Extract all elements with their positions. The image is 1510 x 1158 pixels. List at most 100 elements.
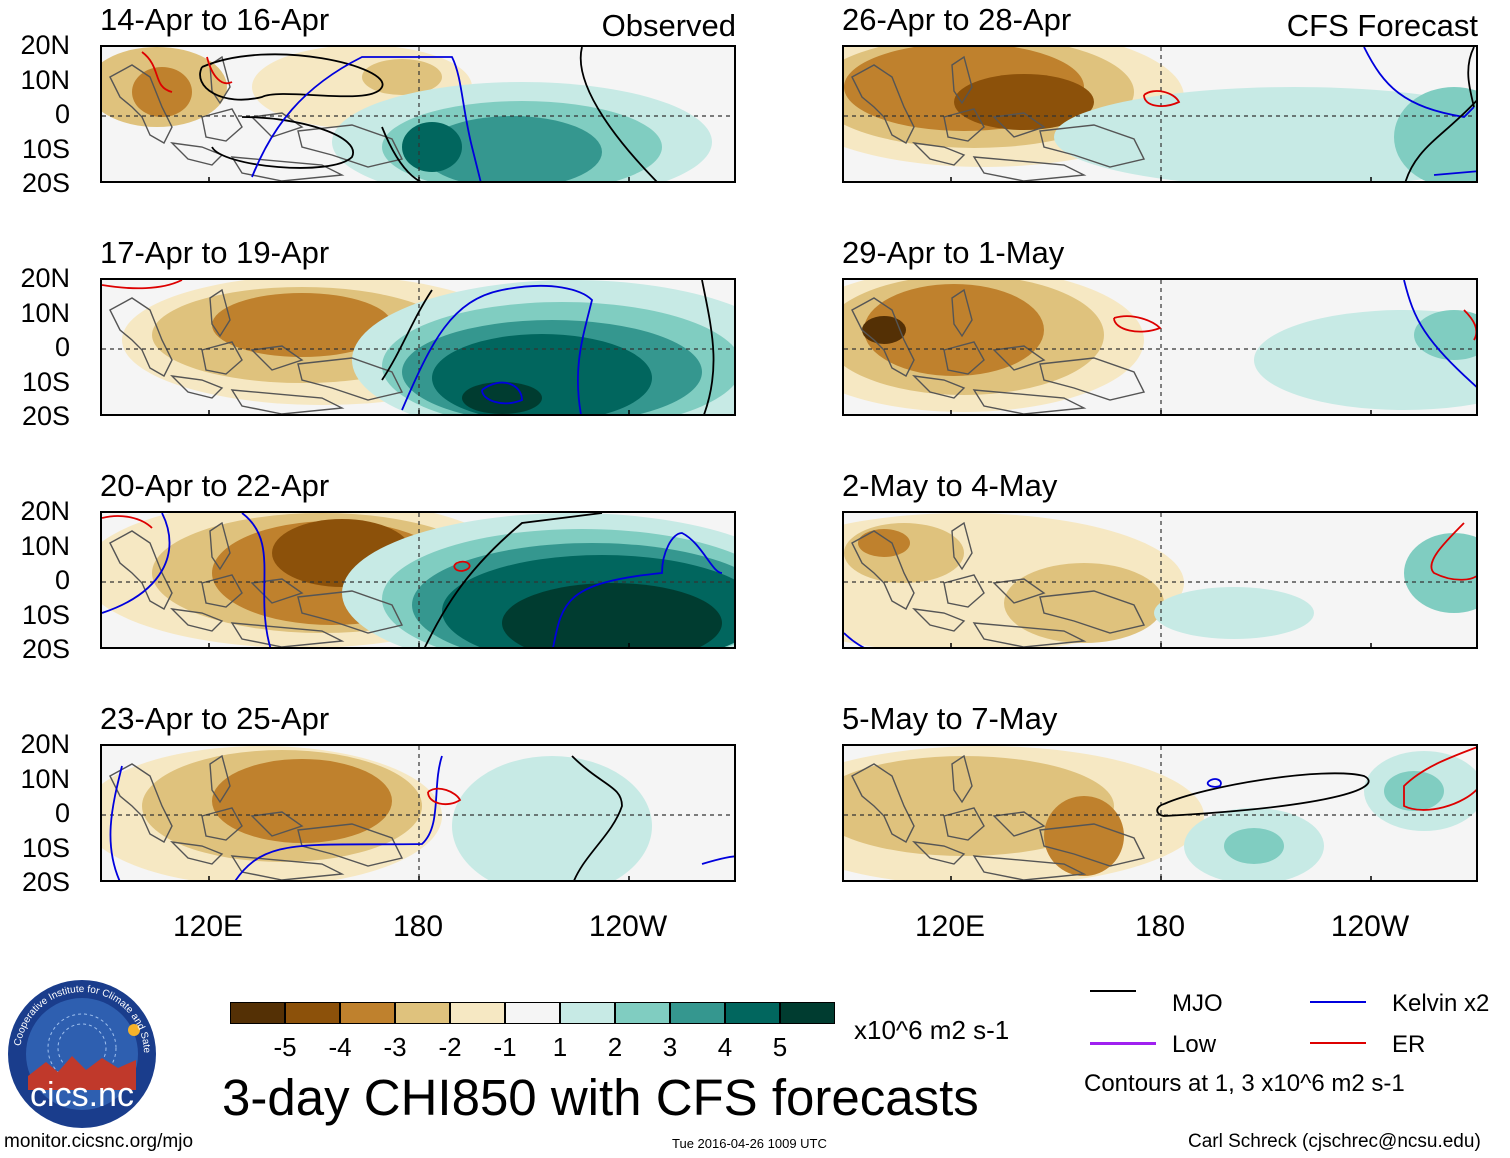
panel-title-right-3: 2-May to 4-May bbox=[842, 468, 1058, 503]
xlabel-right-120w: 120W bbox=[1330, 910, 1410, 943]
coastline-5 bbox=[297, 357, 404, 401]
coastline-7 bbox=[209, 55, 231, 105]
contour-line-1 bbox=[1156, 772, 1370, 817]
contour-line-2 bbox=[1113, 315, 1162, 333]
coastline-5 bbox=[297, 823, 404, 867]
ylabel-row2-3: 0 bbox=[54, 332, 70, 362]
ylabel-row1-1: 20N bbox=[20, 30, 70, 60]
coastline-7 bbox=[209, 754, 231, 804]
contour-line-4 bbox=[552, 532, 723, 647]
contour-line-2 bbox=[211, 116, 354, 169]
coastline-5 bbox=[1039, 124, 1146, 168]
coastline-7 bbox=[951, 754, 973, 804]
xlabel-left-180: 180 bbox=[392, 910, 444, 943]
anomaly-shading-4 bbox=[862, 316, 906, 344]
coastline-1 bbox=[109, 297, 173, 377]
ylabel-row3-2: 10N bbox=[20, 530, 70, 561]
observed-label: Observed bbox=[601, 8, 736, 43]
legend-kelvin-line bbox=[1310, 1001, 1366, 1003]
ylabel-row1-4: 10S bbox=[21, 133, 70, 164]
coastline-7 bbox=[209, 288, 231, 338]
contour-line-2 bbox=[109, 765, 123, 880]
xlabel-left-120w: 120W bbox=[588, 910, 668, 943]
anomaly-shading-5 bbox=[462, 796, 582, 876]
coastline-3 bbox=[201, 341, 243, 375]
map-panel-right-2 bbox=[842, 278, 1478, 416]
anomaly-shading-7 bbox=[1384, 771, 1444, 811]
contour-line-1 bbox=[571, 755, 623, 880]
contour-line-6 bbox=[102, 515, 153, 529]
contour-line-4 bbox=[1143, 90, 1181, 107]
colorbar-units: x10^6 m2 s-1 bbox=[854, 1015, 1010, 1045]
coastline-2 bbox=[170, 375, 224, 399]
colorbar-tick-7: 2 bbox=[607, 1032, 623, 1062]
coastline-6 bbox=[230, 622, 345, 647]
legend-kelvin-label: Kelvin x2 bbox=[1392, 990, 1490, 1017]
coastline-7 bbox=[209, 521, 231, 571]
panel-title-left-2: 17-Apr to 19-Apr bbox=[100, 235, 330, 270]
coastline-6 bbox=[972, 622, 1087, 647]
contour-line-5 bbox=[453, 560, 471, 572]
colorbar-swatch-7 bbox=[560, 1002, 615, 1024]
coastline-1 bbox=[851, 530, 915, 610]
legend-er-label: ER bbox=[1392, 1031, 1426, 1058]
footer-timestamp: Tue 2016-04-26 1009 UTC bbox=[672, 1136, 827, 1151]
panel-title-left-4: 23-Apr to 25-Apr bbox=[100, 701, 330, 736]
ylabel-row2-5: 20S bbox=[21, 401, 70, 431]
coastline-6 bbox=[230, 156, 345, 181]
cics-logo: Cooperative Institute for Climate and Sa… bbox=[3, 970, 158, 1130]
anomaly-shading-5 bbox=[1054, 87, 1476, 181]
colorbar-swatch-9 bbox=[670, 1002, 725, 1024]
ylabel-row3-5: 20S bbox=[21, 634, 70, 664]
contour-line-4 bbox=[427, 787, 462, 806]
main-title: 3-day CHI850 with CFS forecasts bbox=[222, 1069, 979, 1126]
ylabel-row3-4: 10S bbox=[21, 599, 70, 630]
coastline-4 bbox=[250, 345, 304, 371]
coastline-1 bbox=[109, 64, 173, 144]
contour-line-1 bbox=[1403, 280, 1476, 388]
map-panel-right-4 bbox=[842, 744, 1478, 882]
coastline-7 bbox=[951, 521, 973, 571]
coastline-4 bbox=[250, 578, 304, 604]
ylabel-row4-3: 0 bbox=[54, 798, 70, 828]
coastline-5 bbox=[297, 590, 404, 634]
panel-title-right-4: 5-May to 7-May bbox=[842, 701, 1058, 736]
colorbar-tick-1: -5 bbox=[273, 1032, 297, 1062]
map-panel-right-1 bbox=[842, 45, 1478, 183]
coastline-4 bbox=[992, 112, 1046, 138]
colorbar-tick-10: 5 bbox=[772, 1032, 788, 1062]
coastline-4 bbox=[992, 578, 1046, 604]
coastline-2 bbox=[912, 841, 966, 865]
ylabel-row2-1: 20N bbox=[20, 263, 70, 293]
contour-line-4 bbox=[701, 280, 715, 414]
footer-url[interactable]: monitor.cicsnc.org/mjo bbox=[4, 1131, 194, 1152]
contour-line-3 bbox=[1467, 47, 1475, 108]
map-panel-left-4 bbox=[100, 744, 736, 882]
coastline-1 bbox=[851, 297, 915, 377]
logo-text: cics.nc bbox=[30, 1076, 134, 1114]
coastline-3 bbox=[201, 108, 243, 142]
coastline-2 bbox=[912, 608, 966, 632]
anomaly-shading-3 bbox=[1044, 796, 1124, 876]
anomaly-shading-3 bbox=[212, 293, 392, 357]
coastline-6 bbox=[972, 855, 1087, 880]
cfs-forecast-label: CFS Forecast bbox=[1286, 8, 1478, 43]
coastline-1 bbox=[109, 763, 173, 843]
anomaly-shading-3 bbox=[212, 759, 392, 843]
anomaly-shading-6 bbox=[1394, 87, 1476, 181]
colorbar-tick-2: -4 bbox=[328, 1032, 352, 1062]
coastline-3 bbox=[943, 108, 985, 142]
coastline-5 bbox=[1039, 590, 1146, 634]
contour-line-2 bbox=[1404, 99, 1476, 181]
contour-line-5 bbox=[206, 56, 233, 85]
coastline-4 bbox=[992, 345, 1046, 371]
coastline-1 bbox=[851, 64, 915, 144]
coastline-7 bbox=[951, 288, 973, 338]
contour-line-2 bbox=[401, 284, 593, 414]
xlabel-right-120e: 120E bbox=[914, 910, 986, 943]
xlabel-right-180: 180 bbox=[1134, 910, 1186, 943]
coastline-6 bbox=[230, 855, 345, 880]
colorbar-swatch-4 bbox=[395, 1002, 450, 1024]
legend-er-line bbox=[1310, 1042, 1366, 1044]
contour-line-3 bbox=[481, 381, 523, 405]
